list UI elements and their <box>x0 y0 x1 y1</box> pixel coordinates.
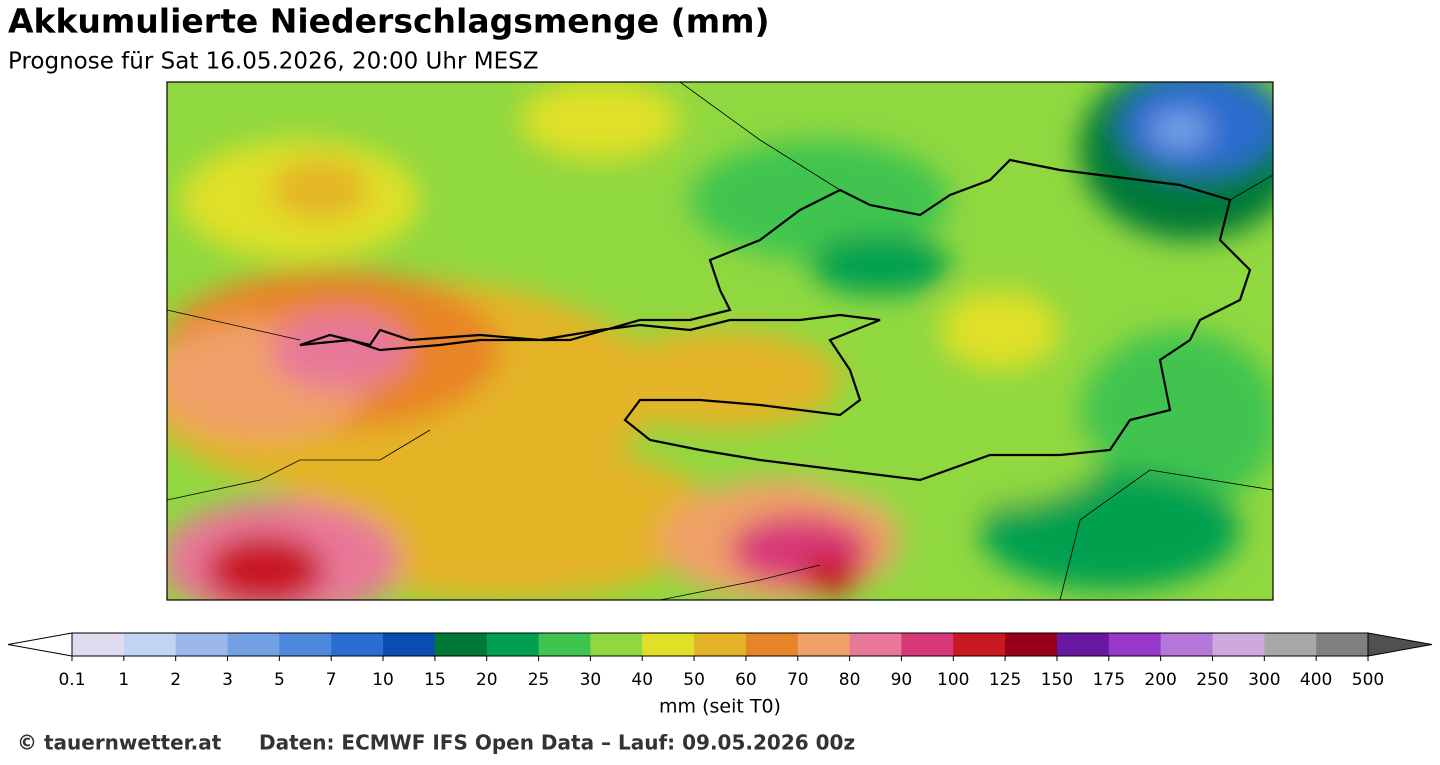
colorbar-tick-label: 70 <box>787 670 809 690</box>
colorbar-bin <box>1160 633 1213 656</box>
colorbar-tick-label: 250 <box>1196 670 1228 690</box>
colorbar-tick-label: 300 <box>1248 670 1280 690</box>
colorbar-tick-label: 10 <box>372 670 394 690</box>
map-frame <box>166 81 1274 601</box>
colorbar-tick-label: 400 <box>1300 670 1332 690</box>
colorbar-bin <box>1056 633 1110 656</box>
colorbar-bin <box>1212 633 1265 656</box>
colorbar-bin <box>1005 633 1058 656</box>
copyright: © tauernwetter.at <box>17 731 222 755</box>
colorbar-tick-label: 50 <box>683 670 705 690</box>
colorbar-tick-label: 40 <box>631 670 653 690</box>
colorbar-bin <box>1264 633 1317 656</box>
title: Akkumulierte Niederschlagsmenge (mm) <box>8 2 770 41</box>
colorbar-tick-label: 15 <box>424 670 446 690</box>
colorbar-bin <box>797 633 851 656</box>
colorbar-bin <box>175 633 229 656</box>
colorbar-tick-label: 90 <box>891 670 913 690</box>
colorbar-bin <box>694 633 747 656</box>
colorbar-tick-label: 25 <box>528 670 550 690</box>
colorbar-tick-label: 150 <box>1041 670 1073 690</box>
colorbar-tick-label: 80 <box>839 670 861 690</box>
colorbar-bin <box>227 633 280 656</box>
subtitle: Prognose für Sat 16.05.2026, 20:00 Uhr M… <box>8 49 538 75</box>
colorbar-bin <box>331 633 384 656</box>
colorbar-label: mm (seit T0) <box>659 696 781 718</box>
colorbar-extend-high <box>1367 632 1433 657</box>
colorbar-bin <box>901 633 954 656</box>
colorbar-bin <box>849 633 902 656</box>
data-source: Daten: ECMWF IFS Open Data – Lauf: 09.05… <box>259 731 855 755</box>
colorbar-bin <box>1316 633 1369 656</box>
colorbar-bin <box>642 633 695 656</box>
colorbar-tick-label: 30 <box>580 670 602 690</box>
colorbar-tick-label: 500 <box>1352 670 1384 690</box>
colorbar-tick-label: 100 <box>937 670 969 690</box>
colorbar-tick-label: 7 <box>326 670 337 690</box>
colorbar-bin <box>383 633 436 656</box>
colorbar-bin <box>434 633 488 656</box>
colorbar-tick-label: 3 <box>222 670 233 690</box>
colorbar-bin <box>590 633 643 656</box>
colorbar-bin <box>745 633 799 656</box>
colorbar-bin <box>1108 633 1162 656</box>
colorbar-tick-label: 200 <box>1144 670 1176 690</box>
colorbar-tick-label: 5 <box>274 670 285 690</box>
colorbar-tick-label: 125 <box>989 670 1021 690</box>
colorbar-bin <box>538 633 591 656</box>
colorbar-bin <box>279 633 332 656</box>
colorbar-tick-label: 60 <box>735 670 757 690</box>
colorbar-tick-label: 0.1 <box>58 670 85 690</box>
colorbar-bin <box>953 633 1006 656</box>
colorbar-frame <box>71 632 1369 657</box>
colorbar-bin <box>123 633 177 656</box>
colorbar-tick-label: 20 <box>476 670 498 690</box>
colorbar-tick-label: 2 <box>170 670 181 690</box>
colorbar-extend-low <box>7 632 73 657</box>
colorbar-tick-label: 1 <box>118 670 129 690</box>
colorbar-bin <box>72 633 125 656</box>
colorbar-tick-label: 175 <box>1093 670 1125 690</box>
colorbar-bin <box>486 633 540 656</box>
precipitation-map <box>167 82 1273 600</box>
